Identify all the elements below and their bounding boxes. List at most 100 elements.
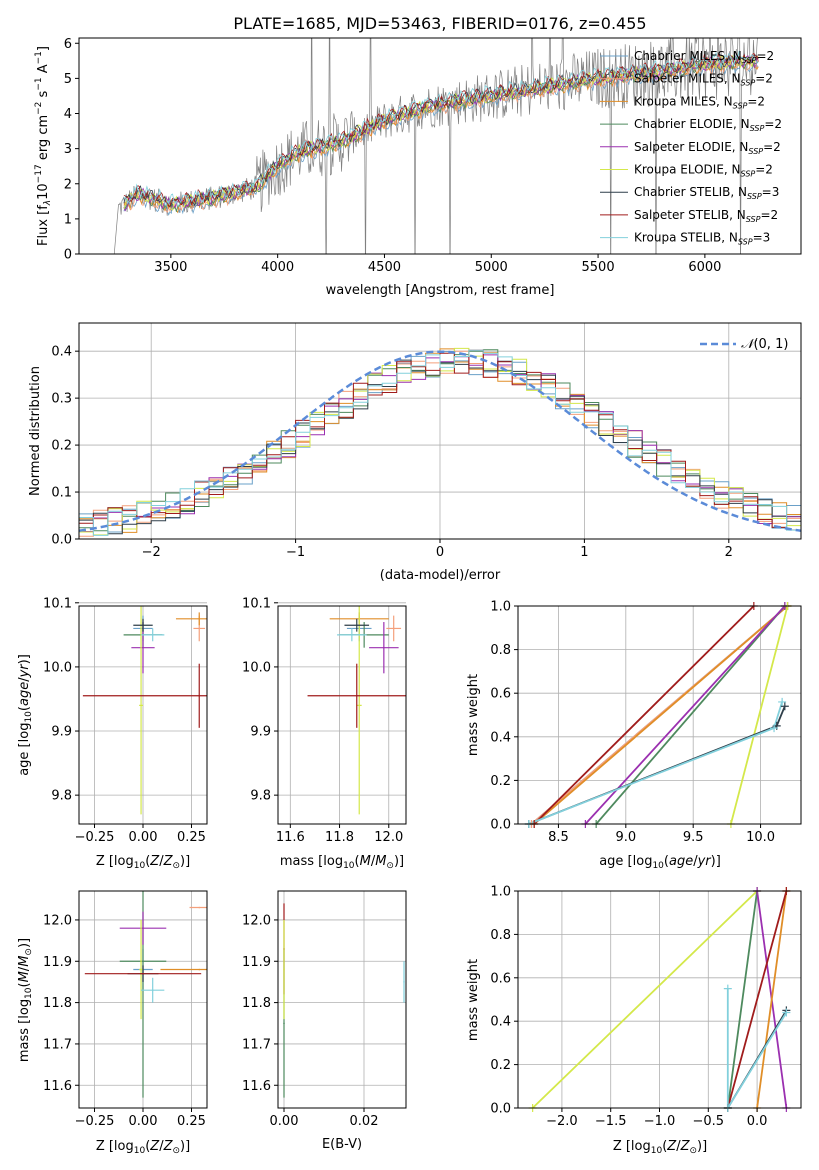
y-tick-label: 0.0 <box>490 1102 511 1117</box>
y-tick-label: 0.3 <box>51 392 72 407</box>
x-axis-label: Z [log10(Z/Z⊙)] <box>96 1139 190 1156</box>
x-tick-label: 0.00 <box>270 1114 299 1129</box>
y-tick-label: 0.4 <box>490 730 511 745</box>
x-axis-label: Z [log10(Z/Z⊙)] <box>613 1139 707 1156</box>
legend-entry: Salpeter STELIB, NSSP=2 <box>634 208 778 224</box>
x-tick-label: 5000 <box>475 260 508 275</box>
axes-frame <box>517 605 802 825</box>
y-tick-label: 11.7 <box>43 1037 72 1052</box>
legend-entry: 𝒩(0, 1) <box>741 337 788 352</box>
data-point <box>140 704 142 707</box>
weight-line <box>726 891 788 1108</box>
x-tick-label: 5500 <box>582 260 615 275</box>
weight-line <box>756 891 788 1108</box>
x-tick-label: 0.25 <box>177 1114 206 1129</box>
x-axis-label: age [log10(age/yr)] <box>599 854 721 871</box>
y-tick-label: 3 <box>64 142 72 157</box>
legend-entry: Kroupa ELODIE, NSSP=2 <box>634 163 773 179</box>
weight-line <box>584 606 786 824</box>
data-point <box>358 704 361 707</box>
y-tick-label: 11.7 <box>242 1037 271 1052</box>
y-axis-label: Flux [fλ10−17 erg cm−2 s−1 A−1] <box>34 46 53 246</box>
axes-weight_vs_age: 8.5 9.0 9.5 10.0 0.0 0.2 0.4 0.6 0.8 1.0 age [log1… <box>466 600 802 871</box>
axes-mass_vs_Z: −0.25 0.00 0.25 11.6 11.7 11.8 11.9 12.0 Z [log1… <box>17 890 208 1156</box>
data-point <box>403 981 405 983</box>
y-tick-label: 0.0 <box>51 533 72 548</box>
weight-line <box>533 606 789 824</box>
weight-marker <box>723 984 732 993</box>
axes-frame <box>78 37 802 255</box>
x-tick-label: 11.6 <box>276 830 305 845</box>
weight-marker <box>780 702 789 711</box>
y-tick-label: 0.6 <box>490 971 511 986</box>
x-tick-label: −0.25 <box>75 830 115 845</box>
plot-area-mass_vs_ebv <box>283 903 405 1098</box>
y-tick-label: 11.8 <box>242 996 271 1011</box>
y-tick-label: 11.6 <box>43 1079 72 1094</box>
data-point <box>142 960 144 963</box>
x-axis-label: Z [log10(Z/Z⊙)] <box>96 854 190 871</box>
y-tick-label: 9.9 <box>51 725 72 740</box>
data-point <box>140 968 142 971</box>
x-axis-label: mass [log10(M/M⊙)] <box>280 854 404 871</box>
legend-entry: Kroupa STELIB, NSSP=3 <box>634 231 770 247</box>
y-tick-label: 11.6 <box>242 1079 271 1094</box>
x-tick-label: 4000 <box>261 260 294 275</box>
weight-line <box>726 988 788 1108</box>
y-tick-label: 1 <box>64 212 72 227</box>
x-tick-label: 1 <box>580 545 588 560</box>
y-tick-label: 9.8 <box>250 789 271 804</box>
x-tick-label: 4500 <box>368 260 401 275</box>
x-tick-label: 0.0 <box>747 1114 768 1129</box>
x-tick-label: 9.0 <box>615 830 636 845</box>
weight-line <box>595 606 786 824</box>
axes-frame <box>277 605 407 825</box>
residual-histogram <box>79 349 801 536</box>
data-point <box>151 634 154 636</box>
x-tick-label: 3500 <box>154 260 187 275</box>
y-tick-label: 12.0 <box>242 913 271 928</box>
axes-frame <box>277 890 407 1109</box>
data-point <box>142 646 144 649</box>
y-tick-label: 0.1 <box>51 486 72 501</box>
legend-entry: Salpeter ELODIE, NSSP=2 <box>634 140 781 156</box>
axes-spectrum: 3500 4000 4500 5000 5500 6000 0 1 2 3 4 5 6 Chabrier … <box>34 37 802 298</box>
y-tick-label: 2 <box>64 177 72 192</box>
x-tick-label: −0.5 <box>693 1114 725 1129</box>
data-point <box>142 972 144 975</box>
data-point <box>198 968 201 971</box>
y-tick-label: 1.0 <box>490 885 511 900</box>
y-tick-label: 10.1 <box>43 596 72 611</box>
y-axis-label: Normed distribution <box>28 366 43 496</box>
y-tick-label: 11.9 <box>242 955 271 970</box>
plot-area-age_vs_mass <box>307 606 406 815</box>
weight-line <box>533 606 755 824</box>
y-tick-label: 12.0 <box>43 913 72 928</box>
x-tick-label: −1 <box>286 545 305 560</box>
y-tick-label: 0.4 <box>51 345 72 360</box>
data-point <box>283 1022 285 1025</box>
y-tick-label: 0 <box>64 248 72 263</box>
y-axis-label: mass weight <box>466 959 481 1041</box>
weight-line <box>730 606 789 824</box>
y-tick-label: 0.4 <box>490 1015 511 1030</box>
y-tick-label: 5 <box>64 72 72 87</box>
y-tick-label: 9.8 <box>51 789 72 804</box>
x-tick-label: 10.0 <box>746 830 775 845</box>
plot-area-weight_vs_age <box>528 606 789 824</box>
y-tick-label: 4 <box>64 107 72 122</box>
data-point <box>142 927 144 929</box>
x-tick-label: 0.02 <box>350 1114 379 1129</box>
spectrum-model-line <box>123 50 759 207</box>
data-point <box>392 627 395 630</box>
x-axis-label: wavelength [Angstrom, rest frame] <box>326 283 555 298</box>
data-point <box>198 618 201 620</box>
x-tick-label: −1.5 <box>595 1114 627 1129</box>
weight-marker <box>770 724 779 733</box>
y-tick-label: 0.6 <box>490 687 511 702</box>
axes-weight_vs_Z: −2.0 −1.5 −1.0 −0.5 0.0 0.0 0.2 0.4 0.6 0.8 1.0 Z [… <box>466 885 802 1156</box>
y-tick-label: 0.2 <box>51 439 72 454</box>
data-point <box>151 989 154 991</box>
x-tick-label: 6000 <box>688 260 721 275</box>
